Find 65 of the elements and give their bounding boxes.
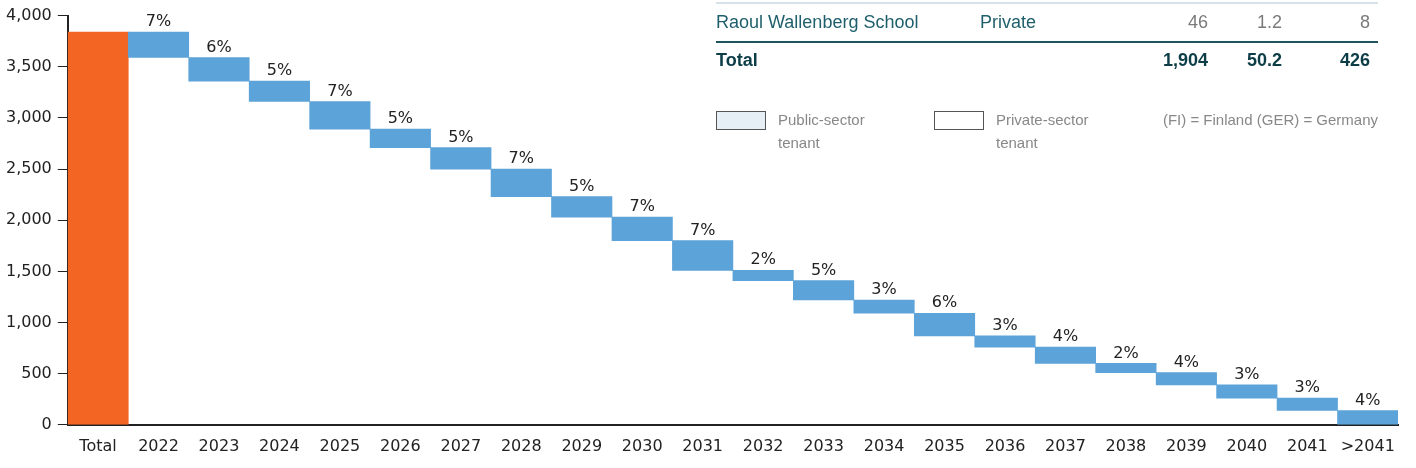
x-tick-label: 2034	[863, 435, 905, 455]
y-tick-label: 1,500	[5, 260, 52, 280]
annotation: 7%	[145, 11, 172, 31]
x-tick-label: 2041	[1286, 435, 1328, 455]
y-tick-label: 500	[21, 362, 52, 382]
x-tick-label: 2029	[561, 435, 603, 455]
x-tick-label: 2036	[984, 435, 1026, 455]
annotation: 3%	[1294, 377, 1320, 397]
y-tick-label: 2,000	[5, 209, 52, 229]
annotation: 7%	[508, 148, 534, 168]
y-tick-label: 1,000	[5, 311, 52, 331]
y-tick-label: 0	[41, 413, 52, 433]
annotation: Private	[980, 12, 1037, 33]
annotation: 7%	[689, 219, 716, 239]
y-tick-label: 3,000	[5, 107, 52, 127]
annotation: 6%	[206, 36, 232, 56]
x-tick-label: 2033	[803, 435, 844, 455]
annotation: 5%	[266, 60, 293, 80]
x-tick-label: 2023	[198, 435, 240, 455]
x-tick-label: Total	[78, 435, 117, 455]
annotation: 1,904	[1162, 50, 1208, 71]
annotation: 2%	[750, 249, 776, 269]
annotation: 8	[1359, 12, 1370, 33]
x-tick-label: 2037	[1045, 435, 1086, 455]
x-tick-label: 2030	[621, 435, 663, 455]
y-tick-label: 3,500	[5, 55, 52, 75]
annotation: 46	[1187, 12, 1208, 33]
annotation: Raoul Wallenberg School	[716, 12, 919, 33]
y-tick-label: 4,000	[5, 4, 52, 24]
y-tick-label: 2,500	[5, 158, 52, 178]
x-tick-label: 2024	[259, 435, 300, 455]
annotation: 5%	[569, 175, 595, 195]
annotation: 4%	[1355, 389, 1381, 409]
x-tick-label: 2027	[440, 435, 482, 455]
annotation: 5%	[387, 108, 414, 128]
annotation: 50.2	[1246, 50, 1282, 71]
annotation: 5%	[448, 126, 474, 146]
x-tick-label: 2026	[379, 435, 421, 455]
annotation: (FI) = Finland (GER) = Germany	[1162, 110, 1378, 130]
x-tick-label: 2035	[924, 435, 965, 455]
annotation: 6%	[931, 292, 958, 312]
x-tick-label: 2022	[138, 435, 179, 455]
annotation: 4%	[1052, 326, 1079, 346]
annotation: 5%	[810, 259, 837, 279]
annotation: 4%	[1173, 351, 1200, 371]
x-tick-label: >2041	[1340, 435, 1395, 455]
bar	[67, 31, 129, 425]
annotation: Total	[716, 50, 758, 71]
annotation: 7%	[629, 196, 655, 216]
annotation: 3%	[992, 314, 1018, 334]
x-tick-label: 2039	[1166, 435, 1207, 455]
annotation: 7%	[327, 80, 353, 100]
x-tick-label: 2040	[1226, 435, 1268, 455]
x-tick-label: 2038	[1105, 435, 1147, 455]
x-tick-label: 2031	[682, 435, 724, 455]
annotation: 1.2	[1256, 12, 1282, 33]
annotation: Private-sector tenant	[996, 110, 1090, 153]
x-tick-label: 2025	[319, 435, 361, 455]
annotation: Public-sector tenant	[778, 110, 866, 153]
annotation: 2%	[1113, 342, 1139, 362]
x-tick-label: 2028	[500, 435, 542, 455]
annotation: 3%	[1234, 364, 1260, 384]
annotation: 426	[1339, 50, 1370, 71]
x-tick-label: 2032	[742, 435, 784, 455]
annotation: 3%	[871, 279, 897, 299]
